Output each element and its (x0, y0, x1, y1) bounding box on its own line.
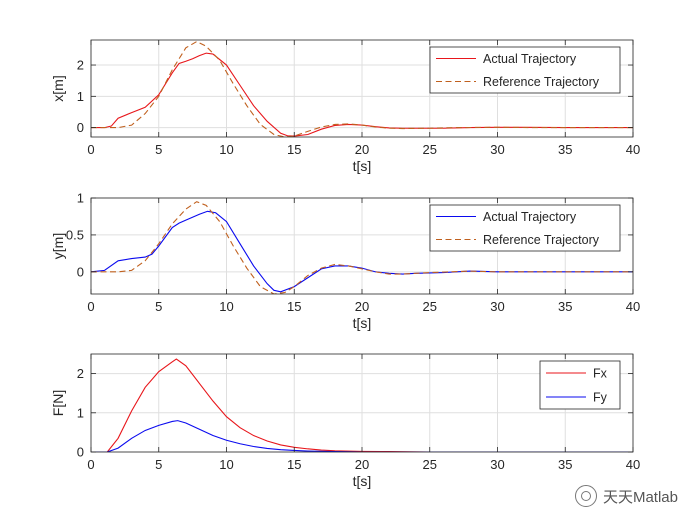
y-tick-label: 1 (77, 89, 84, 104)
y-tick-label: 1 (77, 191, 84, 206)
x-axis-label: t[s] (353, 315, 372, 331)
legend-entry: Actual Trajectory (483, 210, 577, 224)
y-tick-label: 0 (77, 445, 84, 460)
x-tick-label: 5 (155, 142, 162, 157)
x-tick-label: 30 (490, 299, 504, 314)
x-tick-label: 40 (626, 457, 640, 472)
y-tick-label: 1 (77, 405, 84, 420)
legend-box (539, 360, 621, 410)
x-tick-label: 15 (287, 457, 301, 472)
x-tick-label: 0 (87, 299, 94, 314)
x-tick-label: 30 (490, 457, 504, 472)
x-tick-label: 25 (423, 299, 437, 314)
legend: Fx Fy (539, 360, 621, 410)
x-tick-label: 20 (355, 142, 369, 157)
y-axis-label: x[m] (50, 75, 66, 101)
x-tick-label: 20 (355, 299, 369, 314)
x-tick-label: 15 (287, 142, 301, 157)
x-axis-label: t[s] (353, 158, 372, 174)
legend-box (429, 46, 621, 94)
x-tick-label: 20 (355, 457, 369, 472)
series-line-reference-trajectory (91, 201, 633, 294)
x-tick-label: 35 (558, 299, 572, 314)
y-tick-label: 2 (77, 366, 84, 381)
x-axis-label: t[s] (353, 473, 372, 489)
watermark-text: 天天Matlab (602, 488, 678, 506)
y-axis-label: F[N] (50, 390, 66, 416)
y-tick-label: 0 (77, 120, 84, 135)
legend: Actual Trajectory Reference Trajectory (429, 204, 621, 252)
subplot-x: 0 5 10 15 20 25 30 35 40 0 1 2 t[s] x[m] Actual Trajec… (50, 39, 640, 174)
y-tick-label: 0.5 (66, 227, 84, 242)
legend-entry: Reference Trajectory (483, 75, 600, 89)
x-tick-label: 25 (423, 457, 437, 472)
y-tick-label: 2 (77, 58, 84, 73)
x-tick-label: 10 (219, 299, 233, 314)
legend: Actual Trajectory Reference Trajectory (429, 46, 621, 94)
series-line-fy (91, 420, 633, 452)
legend-entry: Fx (593, 367, 608, 381)
series-line-reference-trajectory (91, 40, 633, 137)
x-tick-label: 40 (626, 299, 640, 314)
x-tick-label: 5 (155, 457, 162, 472)
x-tick-label: 15 (287, 299, 301, 314)
x-tick-label: 5 (155, 299, 162, 314)
x-tick-label: 10 (219, 457, 233, 472)
x-tick-label: 10 (219, 142, 233, 157)
legend-entry: Fy (593, 391, 608, 405)
x-tick-label: 0 (87, 457, 94, 472)
legend-entry: Actual Trajectory (483, 52, 577, 66)
legend-box (429, 204, 621, 252)
x-tick-label: 30 (490, 142, 504, 157)
wechat-icon (574, 485, 597, 507)
watermark: 天天Matlab (574, 485, 678, 507)
series-line-fx (91, 358, 633, 452)
x-tick-label: 35 (558, 142, 572, 157)
x-tick-label: 25 (423, 142, 437, 157)
y-axis-label: y[m] (50, 233, 66, 259)
subplot-y: 0 5 10 15 20 25 30 35 40 0 0.5 1 t[s] y[m] Actual Traj… (50, 191, 640, 332)
legend-entry: Reference Trajectory (483, 233, 600, 247)
x-tick-label: 0 (87, 142, 94, 157)
y-tick-label: 0 (77, 264, 84, 279)
x-tick-label: 40 (626, 142, 640, 157)
x-tick-label: 35 (558, 457, 572, 472)
subplot-force: 0 5 10 15 20 25 30 35 40 0 1 2 t[s] F[N] Fx Fy (50, 353, 640, 489)
